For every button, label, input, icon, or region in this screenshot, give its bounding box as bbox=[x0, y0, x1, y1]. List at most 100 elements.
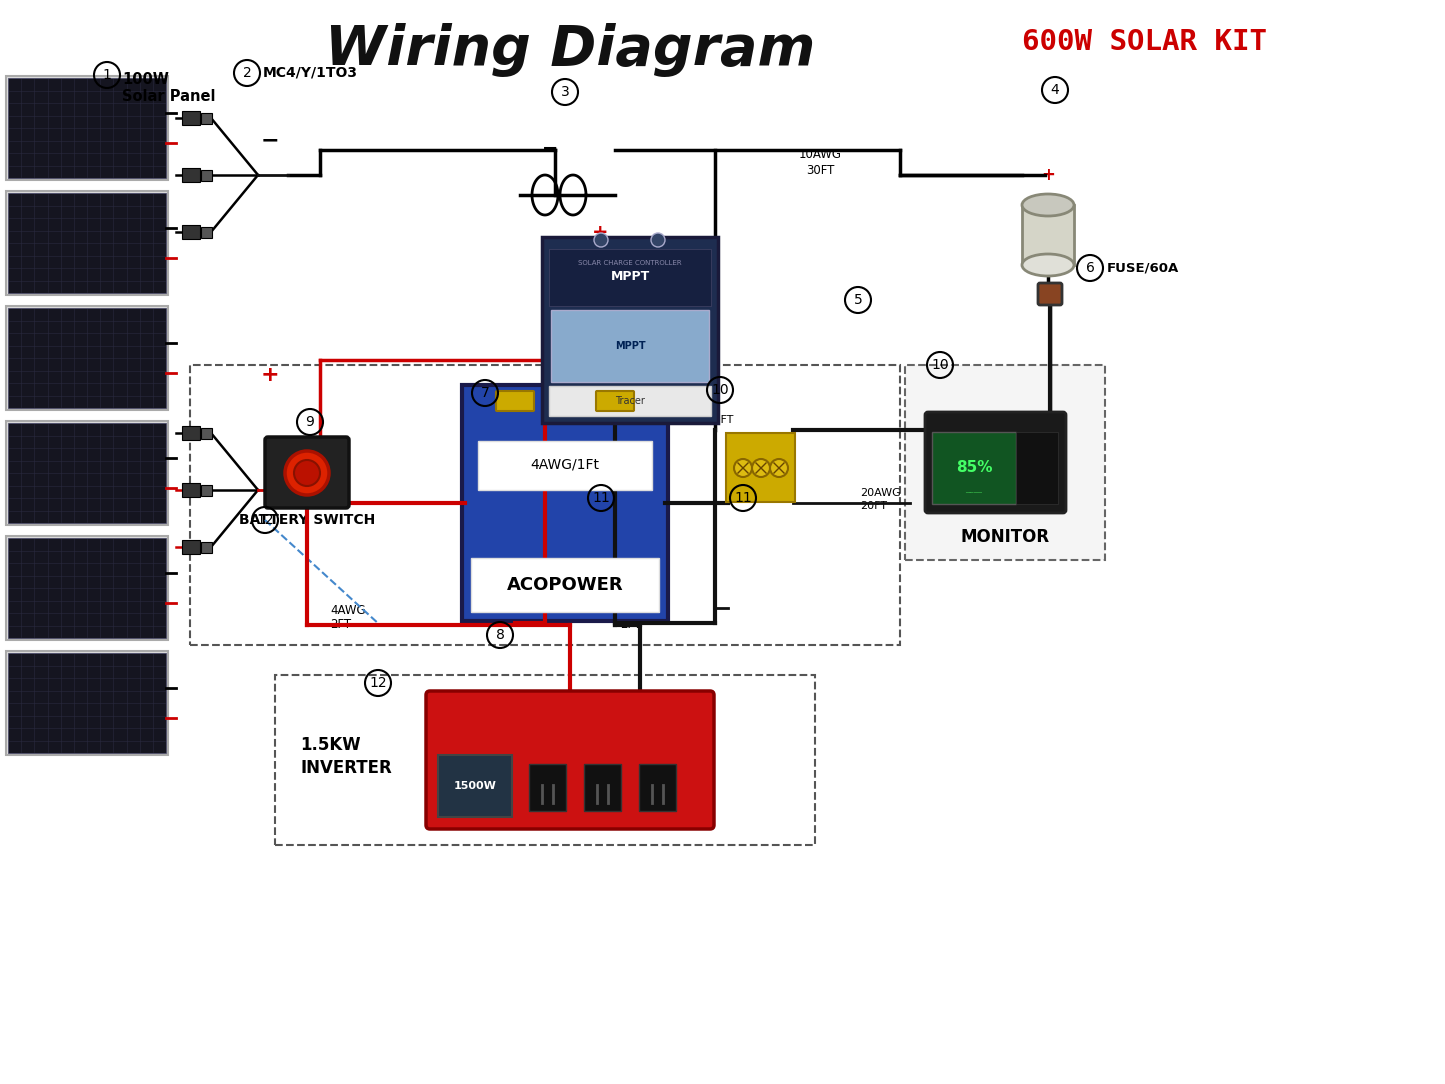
FancyBboxPatch shape bbox=[9, 78, 166, 178]
Text: 100W
Solar Panel: 100W Solar Panel bbox=[121, 72, 215, 104]
Text: 18AWG/3FT: 18AWG/3FT bbox=[670, 415, 734, 425]
FancyBboxPatch shape bbox=[201, 485, 211, 495]
Text: Wiring Diagram: Wiring Diagram bbox=[325, 23, 815, 77]
FancyBboxPatch shape bbox=[201, 113, 211, 124]
Text: 11: 11 bbox=[734, 491, 751, 505]
FancyBboxPatch shape bbox=[549, 249, 711, 306]
Circle shape bbox=[652, 233, 665, 247]
FancyBboxPatch shape bbox=[496, 391, 535, 411]
Text: 20AWG: 20AWG bbox=[860, 488, 900, 498]
Text: 12: 12 bbox=[256, 513, 273, 527]
Circle shape bbox=[751, 459, 770, 477]
Ellipse shape bbox=[1022, 194, 1074, 216]
Text: 2FT: 2FT bbox=[620, 619, 642, 632]
Text: +: + bbox=[260, 365, 279, 385]
Text: 12: 12 bbox=[368, 676, 387, 691]
FancyBboxPatch shape bbox=[905, 365, 1105, 560]
Text: 7: 7 bbox=[481, 386, 490, 400]
FancyBboxPatch shape bbox=[529, 764, 566, 811]
FancyBboxPatch shape bbox=[6, 421, 168, 525]
Text: +: + bbox=[592, 222, 608, 242]
FancyBboxPatch shape bbox=[1022, 205, 1074, 264]
Text: 11: 11 bbox=[592, 491, 610, 505]
FancyBboxPatch shape bbox=[182, 426, 199, 440]
Text: 4AWG: 4AWG bbox=[620, 604, 656, 617]
FancyBboxPatch shape bbox=[549, 386, 711, 416]
Text: SOLAR CHARGE CONTROLLER: SOLAR CHARGE CONTROLLER bbox=[578, 260, 682, 266]
Text: 1: 1 bbox=[103, 68, 111, 82]
Text: 4: 4 bbox=[1051, 83, 1059, 96]
FancyBboxPatch shape bbox=[1016, 433, 1058, 504]
FancyBboxPatch shape bbox=[932, 433, 1016, 504]
Text: 2FT: 2FT bbox=[329, 619, 351, 632]
Text: MPPT: MPPT bbox=[610, 271, 650, 284]
FancyBboxPatch shape bbox=[542, 237, 718, 423]
FancyBboxPatch shape bbox=[201, 169, 211, 181]
FancyBboxPatch shape bbox=[584, 764, 621, 811]
Text: 600W SOLAR KIT: 600W SOLAR KIT bbox=[1023, 28, 1267, 56]
Text: INVERTER: INVERTER bbox=[301, 759, 392, 777]
FancyBboxPatch shape bbox=[182, 483, 199, 496]
Text: MPPT: MPPT bbox=[614, 341, 646, 351]
FancyBboxPatch shape bbox=[639, 764, 676, 811]
Text: 10AWG: 10AWG bbox=[799, 149, 841, 162]
FancyBboxPatch shape bbox=[6, 535, 168, 640]
Text: 2: 2 bbox=[243, 66, 251, 80]
FancyBboxPatch shape bbox=[6, 306, 168, 410]
FancyBboxPatch shape bbox=[201, 227, 211, 237]
FancyBboxPatch shape bbox=[182, 540, 199, 554]
Circle shape bbox=[770, 459, 788, 477]
Text: 4AWG: 4AWG bbox=[480, 490, 514, 500]
FancyBboxPatch shape bbox=[426, 691, 714, 829]
Text: 20FT: 20FT bbox=[860, 501, 887, 511]
FancyBboxPatch shape bbox=[9, 423, 166, 522]
Text: 6: 6 bbox=[1085, 261, 1094, 275]
FancyBboxPatch shape bbox=[438, 754, 512, 817]
FancyBboxPatch shape bbox=[264, 437, 350, 508]
FancyBboxPatch shape bbox=[182, 111, 199, 125]
FancyBboxPatch shape bbox=[9, 193, 166, 293]
Text: 4AWG: 4AWG bbox=[329, 604, 366, 617]
FancyBboxPatch shape bbox=[462, 385, 668, 621]
Text: 1500W: 1500W bbox=[454, 780, 497, 791]
Circle shape bbox=[594, 233, 608, 247]
Text: 1FT: 1FT bbox=[480, 503, 500, 513]
FancyBboxPatch shape bbox=[201, 427, 211, 439]
Text: ACOPOWER: ACOPOWER bbox=[507, 576, 623, 594]
Text: 4AWG/1Ft: 4AWG/1Ft bbox=[530, 459, 600, 472]
FancyBboxPatch shape bbox=[551, 310, 709, 382]
Text: 85%: 85% bbox=[955, 461, 993, 476]
FancyBboxPatch shape bbox=[471, 558, 659, 612]
Ellipse shape bbox=[1022, 254, 1074, 276]
Circle shape bbox=[285, 451, 329, 495]
Text: ____: ____ bbox=[965, 485, 983, 493]
FancyBboxPatch shape bbox=[6, 191, 168, 295]
Text: 8: 8 bbox=[496, 628, 504, 642]
FancyBboxPatch shape bbox=[595, 391, 634, 411]
Text: 4AWG: 4AWG bbox=[750, 443, 783, 453]
FancyBboxPatch shape bbox=[1038, 283, 1062, 305]
Text: +: + bbox=[1043, 254, 1056, 272]
FancyBboxPatch shape bbox=[478, 441, 652, 490]
FancyBboxPatch shape bbox=[9, 308, 166, 408]
Text: BATTERY SWITCH: BATTERY SWITCH bbox=[238, 513, 376, 527]
Text: 1FT: 1FT bbox=[750, 459, 770, 468]
Text: 8AWG/8FT: 8AWG/8FT bbox=[600, 369, 660, 382]
Text: 3: 3 bbox=[561, 85, 569, 99]
Circle shape bbox=[734, 459, 751, 477]
FancyBboxPatch shape bbox=[6, 76, 168, 180]
Circle shape bbox=[293, 460, 319, 486]
FancyBboxPatch shape bbox=[9, 653, 166, 753]
Text: 5: 5 bbox=[854, 293, 863, 307]
FancyBboxPatch shape bbox=[201, 542, 211, 553]
Text: 9: 9 bbox=[305, 415, 315, 429]
FancyBboxPatch shape bbox=[9, 538, 166, 638]
FancyBboxPatch shape bbox=[725, 433, 795, 502]
Text: MONITOR: MONITOR bbox=[961, 528, 1049, 546]
Text: Tracer: Tracer bbox=[616, 396, 644, 406]
FancyBboxPatch shape bbox=[6, 651, 168, 754]
Text: +: + bbox=[1040, 166, 1055, 184]
Text: −: − bbox=[260, 130, 279, 150]
Text: 10: 10 bbox=[711, 383, 728, 397]
Text: 10: 10 bbox=[931, 358, 949, 372]
